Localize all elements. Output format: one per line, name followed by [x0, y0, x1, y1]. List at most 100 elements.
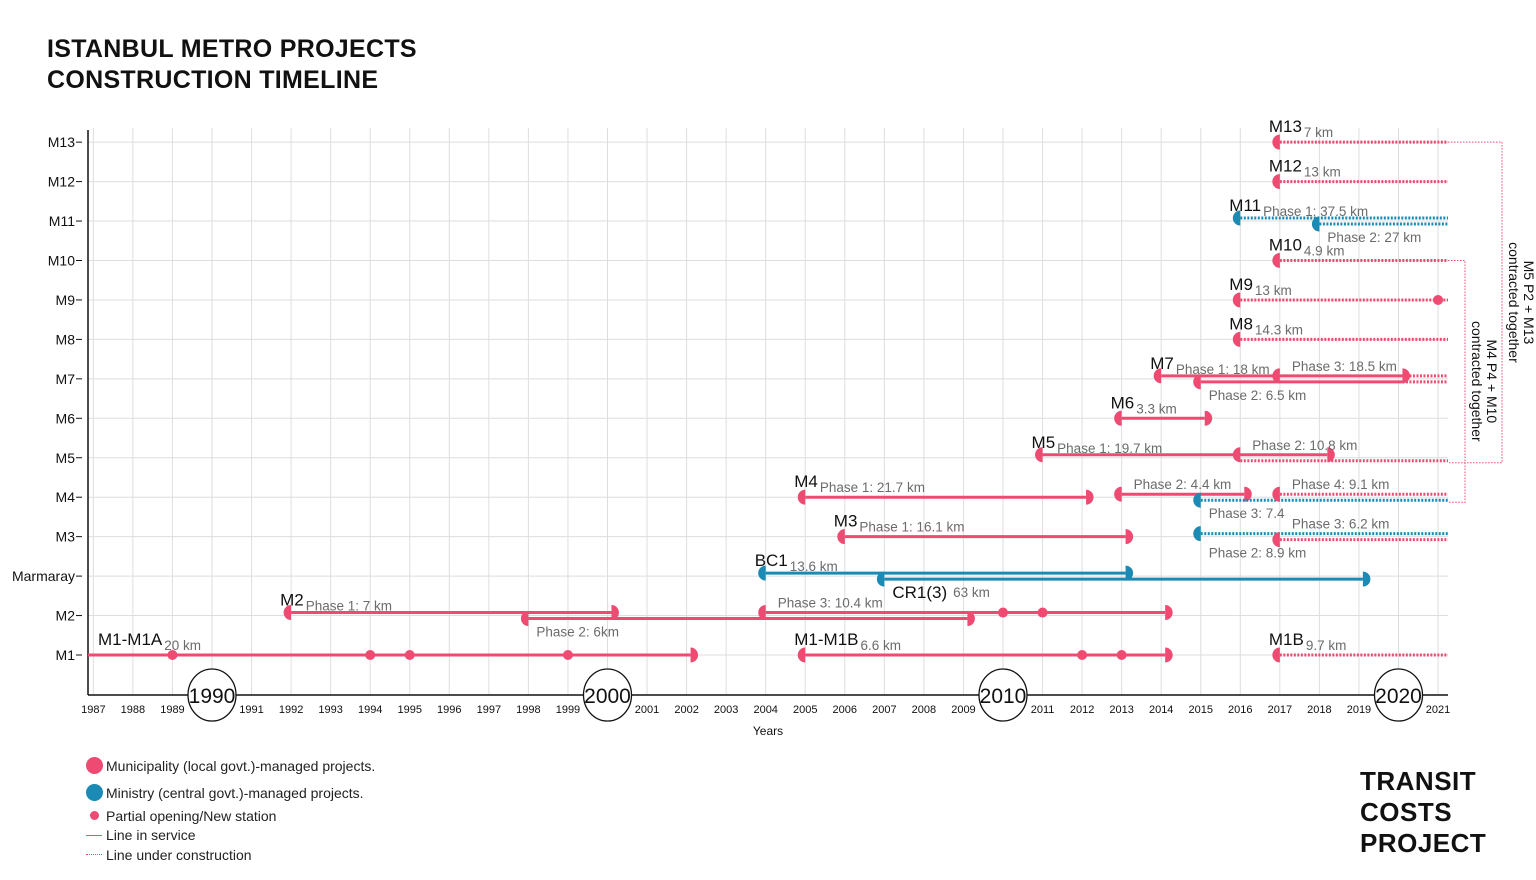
segment-end-marker [690, 647, 699, 663]
x-tick-label-decade: 2010 [980, 685, 1027, 708]
x-tick-label: 1999 [556, 704, 580, 716]
segment-length-label: 3.3 km [1136, 401, 1177, 416]
solid-line-icon [86, 834, 102, 836]
y-tick-label: M7 [56, 371, 76, 387]
legend-item-line-in-service: Line in service [84, 826, 375, 846]
x-tick-label: 1988 [121, 704, 145, 716]
segment-length-label: Phase 2: 6km [536, 625, 619, 640]
segment-start-marker [520, 611, 529, 627]
segment-length-label: Phase 1: 21.7 km [820, 480, 925, 495]
chart-title-line-1: ISTANBUL METRO PROJECTS [47, 35, 417, 63]
segment-end-marker [1165, 605, 1173, 621]
x-tick-label-decade: 2020 [1375, 685, 1422, 708]
legend-item-ministry: Ministry (central govt.)-managed project… [84, 779, 375, 806]
segment-length-label: Phase 1: 16.1 km [859, 520, 964, 535]
segment-start-marker [1272, 647, 1280, 663]
y-tick-label: M4 [56, 489, 76, 505]
segment-start-marker [797, 489, 806, 505]
y-tick-label: M9 [56, 292, 76, 308]
partial-opening-dot [1433, 294, 1444, 305]
logo-line-2: COSTS [1360, 797, 1453, 827]
x-tick-label: 1995 [398, 704, 422, 716]
contracted-together-label: contracted together [1506, 242, 1522, 363]
segment-start-marker [1232, 447, 1241, 463]
x-tick-label: 2007 [872, 704, 896, 716]
x-tick-label: 2018 [1307, 704, 1331, 716]
segment-length-label: Phase 4: 9.1 km [1292, 477, 1390, 492]
segment-start-marker [1193, 374, 1201, 390]
contracted-together-bracket [1448, 141, 1503, 464]
dotted-line-icon [86, 854, 102, 856]
x-tick-label: 1987 [81, 704, 105, 716]
segment-start-marker [1153, 368, 1162, 384]
segment-end-marker [1125, 565, 1134, 581]
segment-length-label: Phase 2: 6.5 km [1209, 388, 1307, 403]
small-dot-icon [89, 811, 99, 821]
y-tick-label: M1 [56, 647, 76, 663]
x-tick-label: 1997 [477, 704, 501, 716]
contracted-together-bracket [1448, 260, 1466, 503]
segment-start-marker [1035, 447, 1043, 463]
x-tick-label: 2013 [1109, 704, 1133, 716]
segment-length-label: Phase 2: 8.9 km [1209, 546, 1307, 561]
segment-end-marker [1244, 486, 1252, 502]
y-tick-label: M2 [56, 608, 76, 624]
segment-start-marker [1193, 526, 1201, 542]
segment-length-label: 6.6 km [860, 638, 901, 653]
contracted-together-label: M4 P4 + M10 [1484, 340, 1500, 424]
partial-opening-dot [998, 607, 1008, 618]
partial-opening-dot [1116, 650, 1127, 660]
x-tick-label: 2019 [1347, 704, 1371, 716]
line-name-label: M12 [1269, 157, 1302, 176]
line-name-label: BC1 [755, 551, 788, 570]
x-tick-label: 1991 [239, 704, 263, 716]
x-tick-label: 1998 [516, 704, 540, 716]
y-tick-label: M13 [48, 134, 75, 150]
segment-end-marker [1362, 571, 1371, 587]
chart-title: ISTANBUL METRO PROJECTS CONSTRUCTION TIM… [47, 34, 417, 96]
line-name-label: M1-M1A [98, 630, 163, 649]
segment-length-label: Phase 3: 6.2 km [1292, 517, 1390, 532]
x-tick-label: 2006 [833, 704, 857, 716]
y-tick-label: M12 [48, 174, 75, 190]
x-tick-label-decade: 2000 [584, 685, 631, 708]
segment-start-marker [1272, 486, 1280, 502]
logo-line-1: TRANSIT [1360, 766, 1477, 796]
legend-item-partial-opening: Partial opening/New station [84, 806, 375, 826]
decade-circle [978, 668, 1028, 722]
x-tick-label: 2021 [1426, 704, 1450, 716]
x-tick-label: 2009 [951, 704, 975, 716]
segment-start-marker [876, 571, 885, 587]
y-tick-label: M8 [56, 331, 76, 347]
line-name-label: M1-M1B [794, 630, 858, 649]
x-tick-label-decade: 1990 [189, 685, 236, 708]
y-tick-label: M10 [48, 253, 75, 269]
decade-circle [1373, 668, 1424, 722]
line-name-label: M2 [280, 591, 304, 610]
y-tick-label: M5 [56, 450, 76, 466]
segment-start-marker [1311, 216, 1320, 232]
segment-length-label: 20 km [164, 638, 201, 653]
legend-item-municipality: Municipality (local govt.)-managed proje… [84, 752, 375, 779]
large-blue-dot-icon [85, 784, 103, 801]
segment-start-marker [283, 605, 292, 621]
segment-end-marker [1327, 447, 1335, 463]
line-name-label: M6 [1111, 393, 1135, 412]
segment-start-marker [837, 529, 845, 545]
legend-label: Line under construction [106, 846, 252, 863]
partial-opening-dot [404, 650, 415, 660]
decade-circle [187, 668, 237, 722]
segment-length-label: Phase 3: 18.5 km [1292, 359, 1397, 374]
segment-end-marker [1165, 647, 1173, 663]
x-tick-label: 2012 [1070, 704, 1094, 716]
x-tick-label: 1992 [279, 704, 303, 716]
segment-start-marker [1232, 210, 1241, 226]
segment-start-marker [1272, 253, 1280, 268]
legend-label: Partial opening/New station [106, 807, 277, 824]
x-tick-label: 1989 [160, 704, 184, 716]
x-tick-label: 2008 [912, 704, 936, 716]
segment-length-label: 13 km [1255, 283, 1292, 298]
segment-start-marker [1272, 368, 1280, 384]
segment-start-marker [1232, 331, 1241, 347]
